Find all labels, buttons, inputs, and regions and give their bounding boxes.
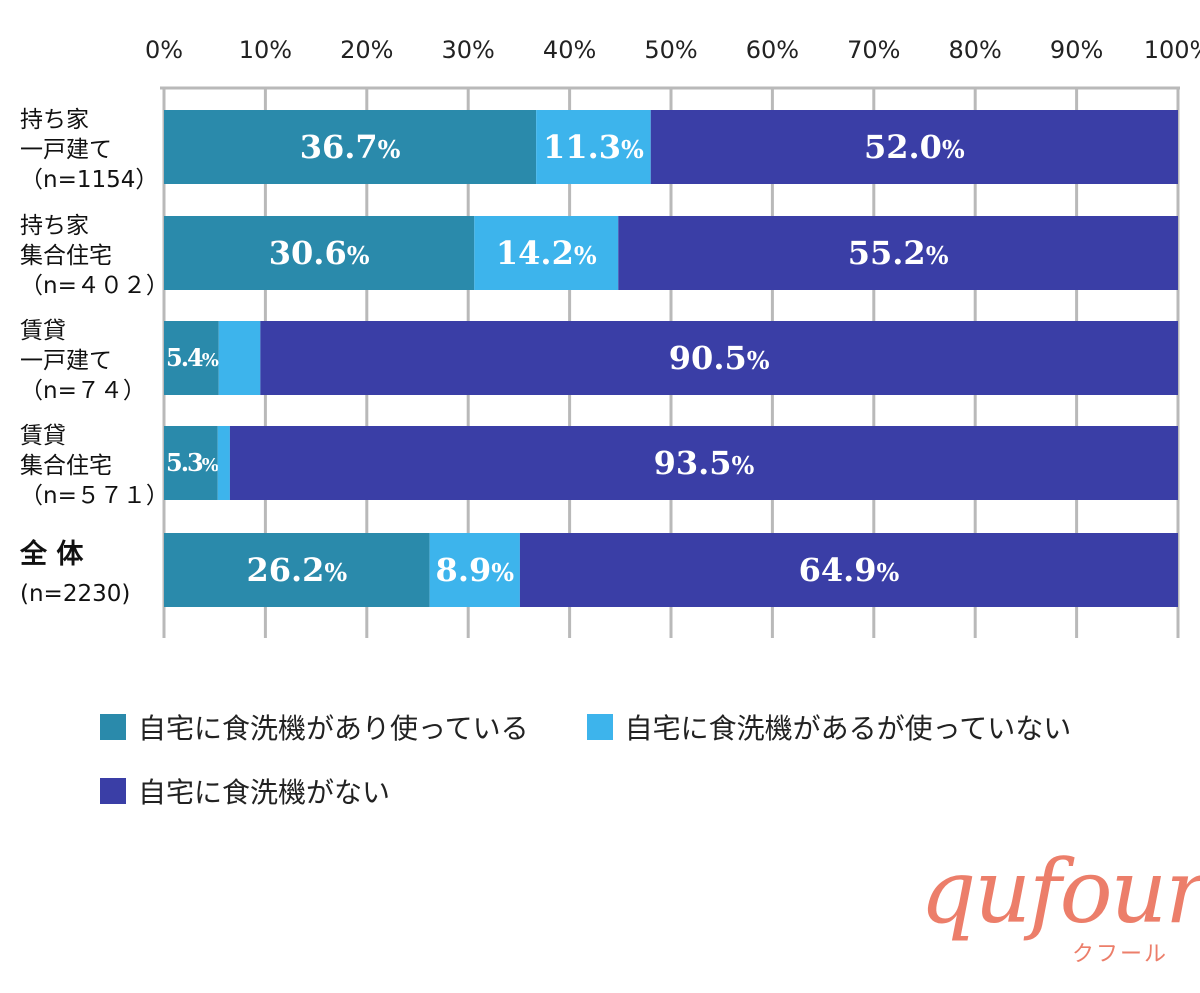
value-label: 8.9% [436,551,515,589]
bar-segment [519,533,1178,607]
x-tick-label: 20% [340,36,393,64]
logo-wordmark: qufour [920,840,1200,943]
legend-item-not-using: 自宅に食洗機があるが使っていない [586,707,1072,747]
category-label: 賃貸 [20,423,66,449]
x-tick-label: 50% [644,36,697,64]
value-label: 90.5% [669,339,770,377]
bar-segment [164,533,430,607]
legend-label-not-using: 自宅に食洗機があるが使っていない [624,712,1072,745]
bar-segment [164,426,218,500]
bar-segment [618,216,1178,290]
bar-segment [260,321,1179,395]
bar-segment [164,321,219,395]
x-tick-label: 40% [543,36,596,64]
category-label: 全 体 [19,538,84,570]
category-label: （n=４０２） [20,273,169,299]
category-label: 一戸建て [20,137,112,163]
bar-segment [429,533,520,607]
legend-label-using: 自宅に食洗機があり使っている [138,712,529,745]
category-label: 一戸建て [20,348,112,374]
legend-swatch-none [100,778,126,804]
category-label: （n=５７１） [20,483,169,509]
bar-segment [164,110,537,184]
value-label: 11.3% [543,128,644,166]
x-tick-label: 80% [949,36,1002,64]
stacked-bar-chart: 0%10%20%30%40%50%60%70%80%90%100%持ち家一戸建て… [19,36,1200,638]
x-tick-label: 90% [1050,36,1103,64]
legend-item-using: 自宅に食洗機があり使っている [100,707,529,747]
legend-swatch-not-using [586,714,613,740]
qufour-logo: qufour クフール [920,840,1200,970]
legend-item-none: 自宅に食洗機がない [100,771,390,811]
value-label: 30.6% [269,234,370,272]
bar-segment [218,321,261,395]
category-label: （n=７４） [20,378,146,404]
x-tick-label: 30% [442,36,495,64]
category-label: 持ち家 [20,213,89,239]
legend-label-none: 自宅に食洗機がない [138,776,391,809]
category-label: 持ち家 [20,107,89,133]
x-tick-label: 10% [239,36,292,64]
bar-segment [536,110,651,184]
category-label: 集合住宅 [20,243,112,269]
value-label: 52.0% [864,128,965,166]
bar-segment [229,426,1178,500]
value-label: 64.9% [799,551,900,589]
bar-segment [164,216,475,290]
value-label: 36.7% [300,128,401,166]
category-label: 集合住宅 [20,453,112,479]
bar-segment [474,216,619,290]
x-tick-label: 70% [847,36,900,64]
category-label: 賃貸 [20,318,66,344]
value-label: 14.2% [496,234,597,272]
value-label: 93.5% [654,444,755,482]
bar-segment [217,426,230,500]
value-label: 26.2% [246,551,347,589]
bar-segment [650,110,1178,184]
legend: 自宅に食洗機があり使っている 自宅に食洗機があるが使っていない 自宅に食洗機がな… [100,695,1180,823]
x-tick-label: 100% [1144,36,1200,64]
x-tick-label: 60% [746,36,799,64]
legend-swatch-using [100,714,126,740]
category-label: （n=1154） [20,167,158,193]
value-label: 55.2% [848,234,949,272]
x-tick-label: 0% [145,36,183,64]
category-label: (n=2230) [20,581,130,607]
logo-kana: クフール [1072,942,1169,967]
